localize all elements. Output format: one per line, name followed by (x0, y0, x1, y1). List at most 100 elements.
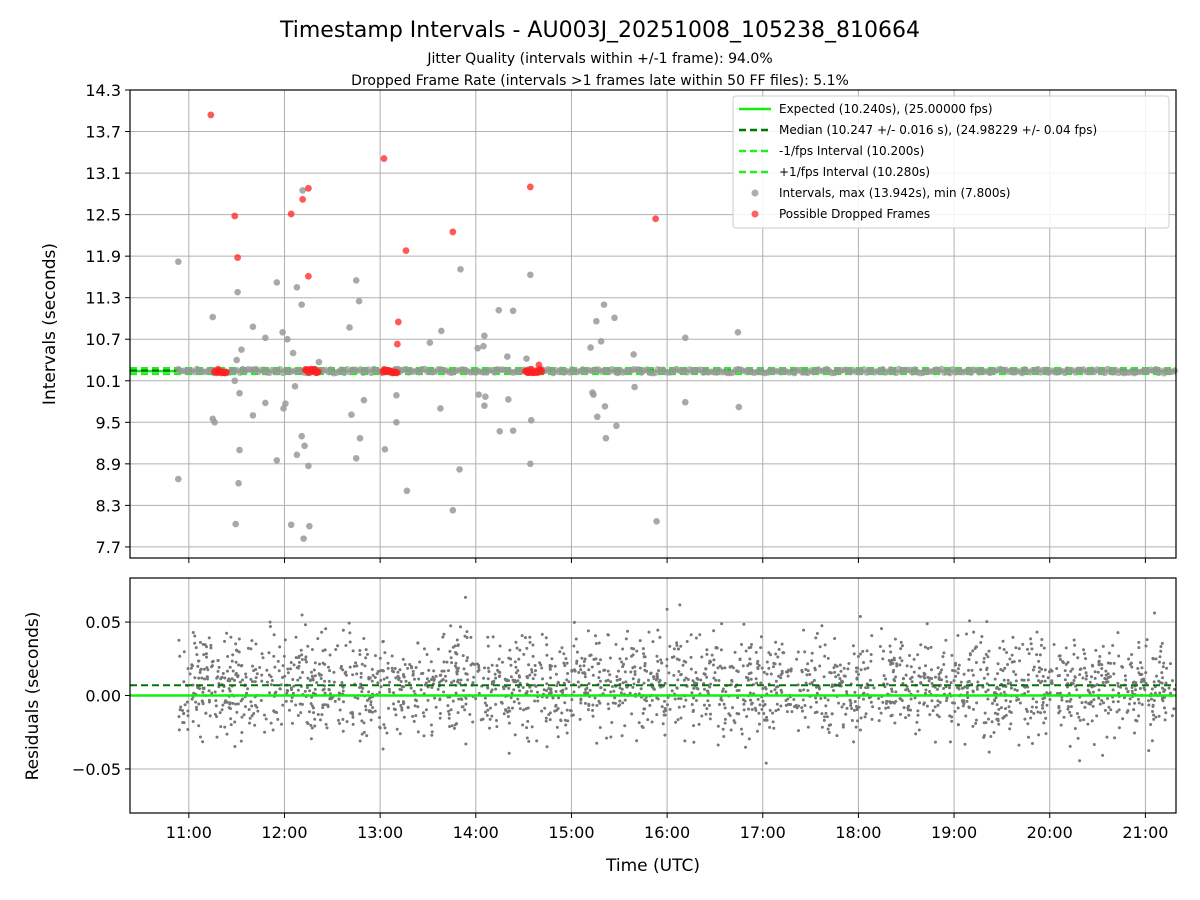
residual-point (1007, 705, 1011, 709)
interval-outlier-point (480, 342, 487, 350)
residual-point (940, 668, 944, 672)
interval-outlier-point (352, 455, 360, 462)
residual-point (215, 735, 219, 739)
residual-point (928, 713, 932, 717)
residual-point (642, 652, 646, 656)
residual-point (869, 659, 873, 663)
residual-point (484, 710, 488, 714)
residual-point (291, 677, 295, 681)
interval-outlier-point (630, 351, 637, 358)
residual-point (1044, 716, 1048, 720)
residual-point (545, 653, 549, 657)
residual-point (808, 672, 812, 676)
residual-point (355, 664, 359, 668)
residual-point (937, 715, 941, 719)
residual-point (1038, 681, 1042, 685)
residual-point (1022, 678, 1026, 682)
residual-point (289, 660, 293, 664)
residual-point (530, 670, 534, 674)
residual-point (654, 678, 658, 682)
residual-point (351, 649, 355, 653)
residual-point (249, 700, 253, 704)
residual-point (904, 716, 908, 720)
residual-point (1139, 680, 1143, 684)
residual-point (949, 681, 953, 685)
x-axis-label: Time (UTC) (605, 856, 700, 876)
residual-point (400, 684, 404, 688)
residual-point (898, 696, 902, 700)
residual-point (882, 674, 886, 678)
residual-point (385, 676, 389, 680)
residual-point (1008, 700, 1012, 704)
interval-outlier-point (315, 358, 323, 366)
interval-outlier-point (600, 301, 608, 308)
residual-point (762, 711, 766, 715)
residual-point (583, 701, 587, 705)
residual-point (769, 672, 773, 676)
residual-point (737, 688, 741, 692)
x-tick-label: 14:00 (453, 823, 499, 842)
residual-point (660, 705, 664, 709)
residual-point (502, 687, 506, 691)
residual-point (1128, 697, 1132, 701)
residual-point (643, 661, 647, 665)
residual-point (1117, 708, 1121, 712)
interval-outlier-point (291, 383, 299, 390)
residual-point (871, 705, 875, 709)
residual-point (566, 672, 570, 676)
residual-point (1073, 675, 1077, 679)
residual-point (318, 718, 322, 722)
residual-point (606, 633, 610, 637)
residual-point (682, 705, 686, 709)
residual-point (749, 698, 753, 702)
residual-point (971, 707, 975, 711)
residual-point (712, 658, 716, 662)
residual-point (518, 681, 522, 685)
top-y-tick-label: 7.7 (96, 538, 121, 557)
residual-point (202, 687, 206, 691)
residual-point (776, 655, 780, 659)
residual-point (269, 675, 273, 679)
residual-point (803, 704, 807, 708)
residual-point (563, 664, 567, 668)
residual-point (512, 700, 516, 704)
residual-point (579, 668, 583, 672)
residual-point (1068, 710, 1072, 714)
residual-point (1154, 657, 1158, 661)
residual-point (1058, 657, 1062, 661)
residual-point (1093, 670, 1097, 674)
residual-point (319, 673, 323, 677)
residual-point (228, 701, 232, 705)
residual-point (296, 666, 300, 670)
residual-point (684, 698, 688, 702)
residual-point (665, 607, 669, 611)
residual-point (548, 665, 552, 669)
residual-point (925, 704, 929, 708)
residual-point (205, 675, 209, 679)
interval-outlier-point (209, 313, 217, 321)
residual-point (982, 656, 986, 660)
interval-outlier-point (474, 344, 482, 352)
residual-point (360, 662, 364, 666)
legend-intervals-swatch (751, 189, 759, 197)
residual-point (676, 718, 680, 722)
residual-point (194, 700, 198, 704)
residual-point (1140, 666, 1144, 670)
residual-point (1050, 669, 1054, 673)
interval-outlier-point (527, 460, 534, 468)
residual-point (1100, 667, 1104, 671)
residual-point (983, 711, 987, 715)
residual-point (367, 677, 371, 681)
residual-point (221, 703, 225, 707)
residual-point (1026, 735, 1030, 739)
residual-point (663, 699, 667, 703)
residual-point (984, 690, 988, 694)
chart-subtitle-dropped: Dropped Frame Rate (intervals >1 frames … (351, 73, 849, 89)
residual-point (822, 675, 826, 679)
residual-point (1160, 641, 1164, 645)
interval-outlier-point (306, 522, 313, 530)
dropped-frame-point (402, 247, 410, 255)
residual-point (308, 678, 312, 682)
interval-outlier-point (236, 446, 243, 454)
residual-point (981, 685, 985, 689)
